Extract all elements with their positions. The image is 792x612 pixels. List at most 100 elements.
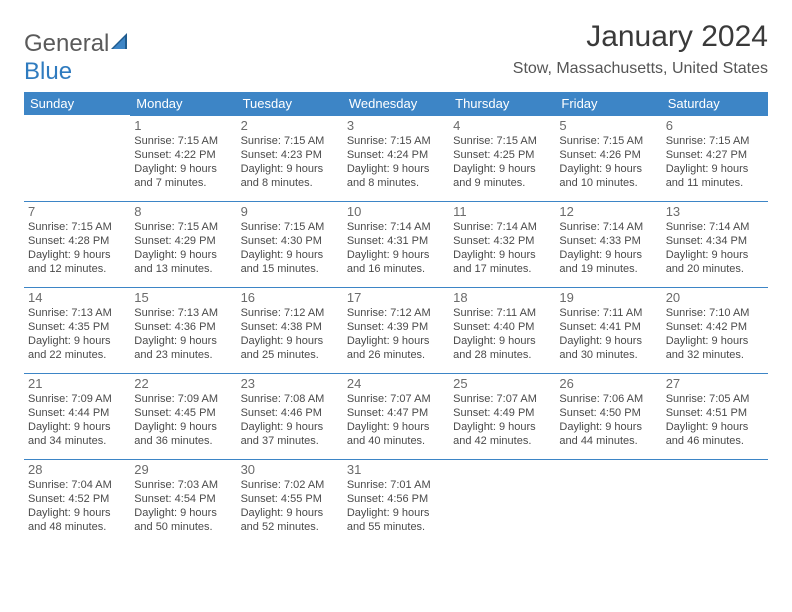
- sunset-text: Sunset: 4:54 PM: [134, 492, 232, 506]
- sunrise-text: Sunrise: 7:15 AM: [347, 134, 445, 148]
- weekday-header-row: Sunday Monday Tuesday Wednesday Thursday…: [24, 92, 768, 115]
- day-cell: 1Sunrise: 7:15 AMSunset: 4:22 PMDaylight…: [130, 115, 236, 201]
- weekday-header: Wednesday: [343, 92, 449, 115]
- sunset-text: Sunset: 4:25 PM: [453, 148, 551, 162]
- day-cell: 28Sunrise: 7:04 AMSunset: 4:52 PMDayligh…: [24, 459, 130, 545]
- daylight-text: Daylight: 9 hours and 30 minutes.: [559, 334, 657, 362]
- logo: GeneralBlue: [24, 30, 131, 86]
- day-number: 22: [134, 376, 232, 391]
- daylight-text: Daylight: 9 hours and 15 minutes.: [241, 248, 339, 276]
- daylight-text: Daylight: 9 hours and 13 minutes.: [134, 248, 232, 276]
- sunrise-text: Sunrise: 7:11 AM: [453, 306, 551, 320]
- sunset-text: Sunset: 4:22 PM: [134, 148, 232, 162]
- week-row: 7 Sunrise: 7:15 AM Sunset: 4:28 PM Daylight…: [24, 201, 768, 287]
- sunrise-text: Sunrise: 7:05 AM: [666, 392, 764, 406]
- sunset-text: Sunset: 4:56 PM: [347, 492, 445, 506]
- sunset-text: Sunset: 4:55 PM: [241, 492, 339, 506]
- sunset-text: Sunset: 4:49 PM: [453, 406, 551, 420]
- weekday-header: Monday: [130, 92, 236, 115]
- daylight-text: Daylight: 9 hours and 28 minutes.: [453, 334, 551, 362]
- daylight-text: Daylight: 9 hours and 50 minutes.: [134, 506, 232, 534]
- day-cell: 24Sunrise: 7:07 AMSunset: 4:47 PMDayligh…: [343, 373, 449, 459]
- weekday-header: Tuesday: [237, 92, 343, 115]
- day-cell: 5Sunrise: 7:15 AMSunset: 4:26 PMDaylight…: [555, 115, 661, 201]
- day-cell: [449, 459, 555, 545]
- daylight-text: Daylight: 9 hours and 26 minutes.: [347, 334, 445, 362]
- day-number: 31: [347, 462, 445, 477]
- daylight-text: Daylight: 9 hours and 48 minutes.: [28, 506, 126, 534]
- day-cell: 17Sunrise: 7:12 AMSunset: 4:39 PMDayligh…: [343, 287, 449, 373]
- day-cell: 31Sunrise: 7:01 AMSunset: 4:56 PMDayligh…: [343, 459, 449, 545]
- sunrise-text: Sunrise: 7:15 AM: [453, 134, 551, 148]
- calendar-page: GeneralBlue January 2024 Stow, Massachus…: [0, 0, 792, 612]
- day-cell: 15Sunrise: 7:13 AMSunset: 4:36 PMDayligh…: [130, 287, 236, 373]
- sunrise-text: Sunrise: 7:13 AM: [28, 306, 126, 320]
- sunset-text: Sunset: 4:50 PM: [559, 406, 657, 420]
- daylight-text: Daylight: 9 hours and 19 minutes.: [559, 248, 657, 276]
- sunrise-text: Sunrise: 7:15 AM: [134, 134, 232, 148]
- day-cell: 3Sunrise: 7:15 AMSunset: 4:24 PMDaylight…: [343, 115, 449, 201]
- sunrise-text: Sunrise: 7:15 AM: [559, 134, 657, 148]
- sunset-text: Sunset: 4:35 PM: [28, 320, 126, 334]
- sail-icon: [109, 30, 131, 58]
- day-number: 30: [241, 462, 339, 477]
- day-cell: 12Sunrise: 7:14 AMSunset: 4:33 PMDayligh…: [555, 201, 661, 287]
- day-cell: 22Sunrise: 7:09 AMSunset: 4:45 PMDayligh…: [130, 373, 236, 459]
- sunset-text: Sunset: 4:44 PM: [28, 406, 126, 420]
- sunrise-text: Sunrise: 7:08 AM: [241, 392, 339, 406]
- sunrise-text: Sunrise: 7:14 AM: [559, 220, 657, 234]
- day-number: 1: [134, 118, 232, 133]
- sunset-text: Sunset: 4:33 PM: [559, 234, 657, 248]
- sunset-text: Sunset: 4:27 PM: [666, 148, 764, 162]
- day-number: 17: [347, 290, 445, 305]
- sunset-text: Sunset: 4:38 PM: [241, 320, 339, 334]
- day-cell: 30Sunrise: 7:02 AMSunset: 4:55 PMDayligh…: [237, 459, 343, 545]
- sunset-text: Sunset: 4:28 PM: [28, 234, 126, 248]
- sunset-text: Sunset: 4:52 PM: [28, 492, 126, 506]
- title-block: January 2024 Stow, Massachusetts, United…: [513, 20, 768, 78]
- daylight-text: Daylight: 9 hours and 42 minutes.: [453, 420, 551, 448]
- sunset-text: Sunset: 4:39 PM: [347, 320, 445, 334]
- location: Stow, Massachusetts, United States: [513, 60, 768, 78]
- sunrise-text: Sunrise: 7:10 AM: [666, 306, 764, 320]
- day-cell: 16Sunrise: 7:12 AMSunset: 4:38 PMDayligh…: [237, 287, 343, 373]
- daylight-text: Daylight: 9 hours and 46 minutes.: [666, 420, 764, 448]
- daylight-text: Daylight: 9 hours and 34 minutes.: [28, 420, 126, 448]
- calendar-table: Sunday Monday Tuesday Wednesday Thursday…: [24, 92, 768, 545]
- weekday-header: Thursday: [449, 92, 555, 115]
- day-number: 13: [666, 204, 764, 219]
- sunset-text: Sunset: 4:41 PM: [559, 320, 657, 334]
- day-number: 16: [241, 290, 339, 305]
- logo-part2: Blue: [24, 58, 72, 85]
- day-number: 5: [559, 118, 657, 133]
- day-number: 3: [347, 118, 445, 133]
- day-cell: 25Sunrise: 7:07 AMSunset: 4:49 PMDayligh…: [449, 373, 555, 459]
- day-cell: 4Sunrise: 7:15 AMSunset: 4:25 PMDaylight…: [449, 115, 555, 201]
- daylight-text: Daylight: 9 hours and 25 minutes.: [241, 334, 339, 362]
- day-cell: 9Sunrise: 7:15 AMSunset: 4:30 PMDaylight…: [237, 201, 343, 287]
- day-cell: 23Sunrise: 7:08 AMSunset: 4:46 PMDayligh…: [237, 373, 343, 459]
- sunrise-text: Sunrise: 7:06 AM: [559, 392, 657, 406]
- sunset-text: Sunset: 4:26 PM: [559, 148, 657, 162]
- day-number: 20: [666, 290, 764, 305]
- sunset-text: Sunset: 4:45 PM: [134, 406, 232, 420]
- sunrise-text: Sunrise: 7:04 AM: [28, 478, 126, 492]
- day-cell: [24, 115, 130, 201]
- sunset-text: Sunset: 4:31 PM: [347, 234, 445, 248]
- sunrise-text: Sunrise: 7:15 AM: [241, 220, 339, 234]
- month-title: January 2024: [513, 20, 768, 54]
- sunset-text: Sunset: 4:30 PM: [241, 234, 339, 248]
- daylight-text: Daylight: 9 hours and 40 minutes.: [347, 420, 445, 448]
- sunrise-text: Sunrise: 7:14 AM: [347, 220, 445, 234]
- daylight-text: Daylight: 9 hours and 11 minutes.: [666, 162, 764, 190]
- day-number: 23: [241, 376, 339, 391]
- day-number: 7: [28, 204, 126, 219]
- week-row: 28Sunrise: 7:04 AMSunset: 4:52 PMDayligh…: [24, 459, 768, 545]
- day-cell: 26Sunrise: 7:06 AMSunset: 4:50 PMDayligh…: [555, 373, 661, 459]
- daylight-text: Daylight: 9 hours and 9 minutes.: [453, 162, 551, 190]
- sunrise-text: Sunrise: 7:12 AM: [347, 306, 445, 320]
- sunset-text: Sunset: 4:36 PM: [134, 320, 232, 334]
- weekday-header: Saturday: [662, 92, 768, 115]
- day-number: 11: [453, 204, 551, 219]
- sunrise-text: Sunrise: 7:09 AM: [28, 392, 126, 406]
